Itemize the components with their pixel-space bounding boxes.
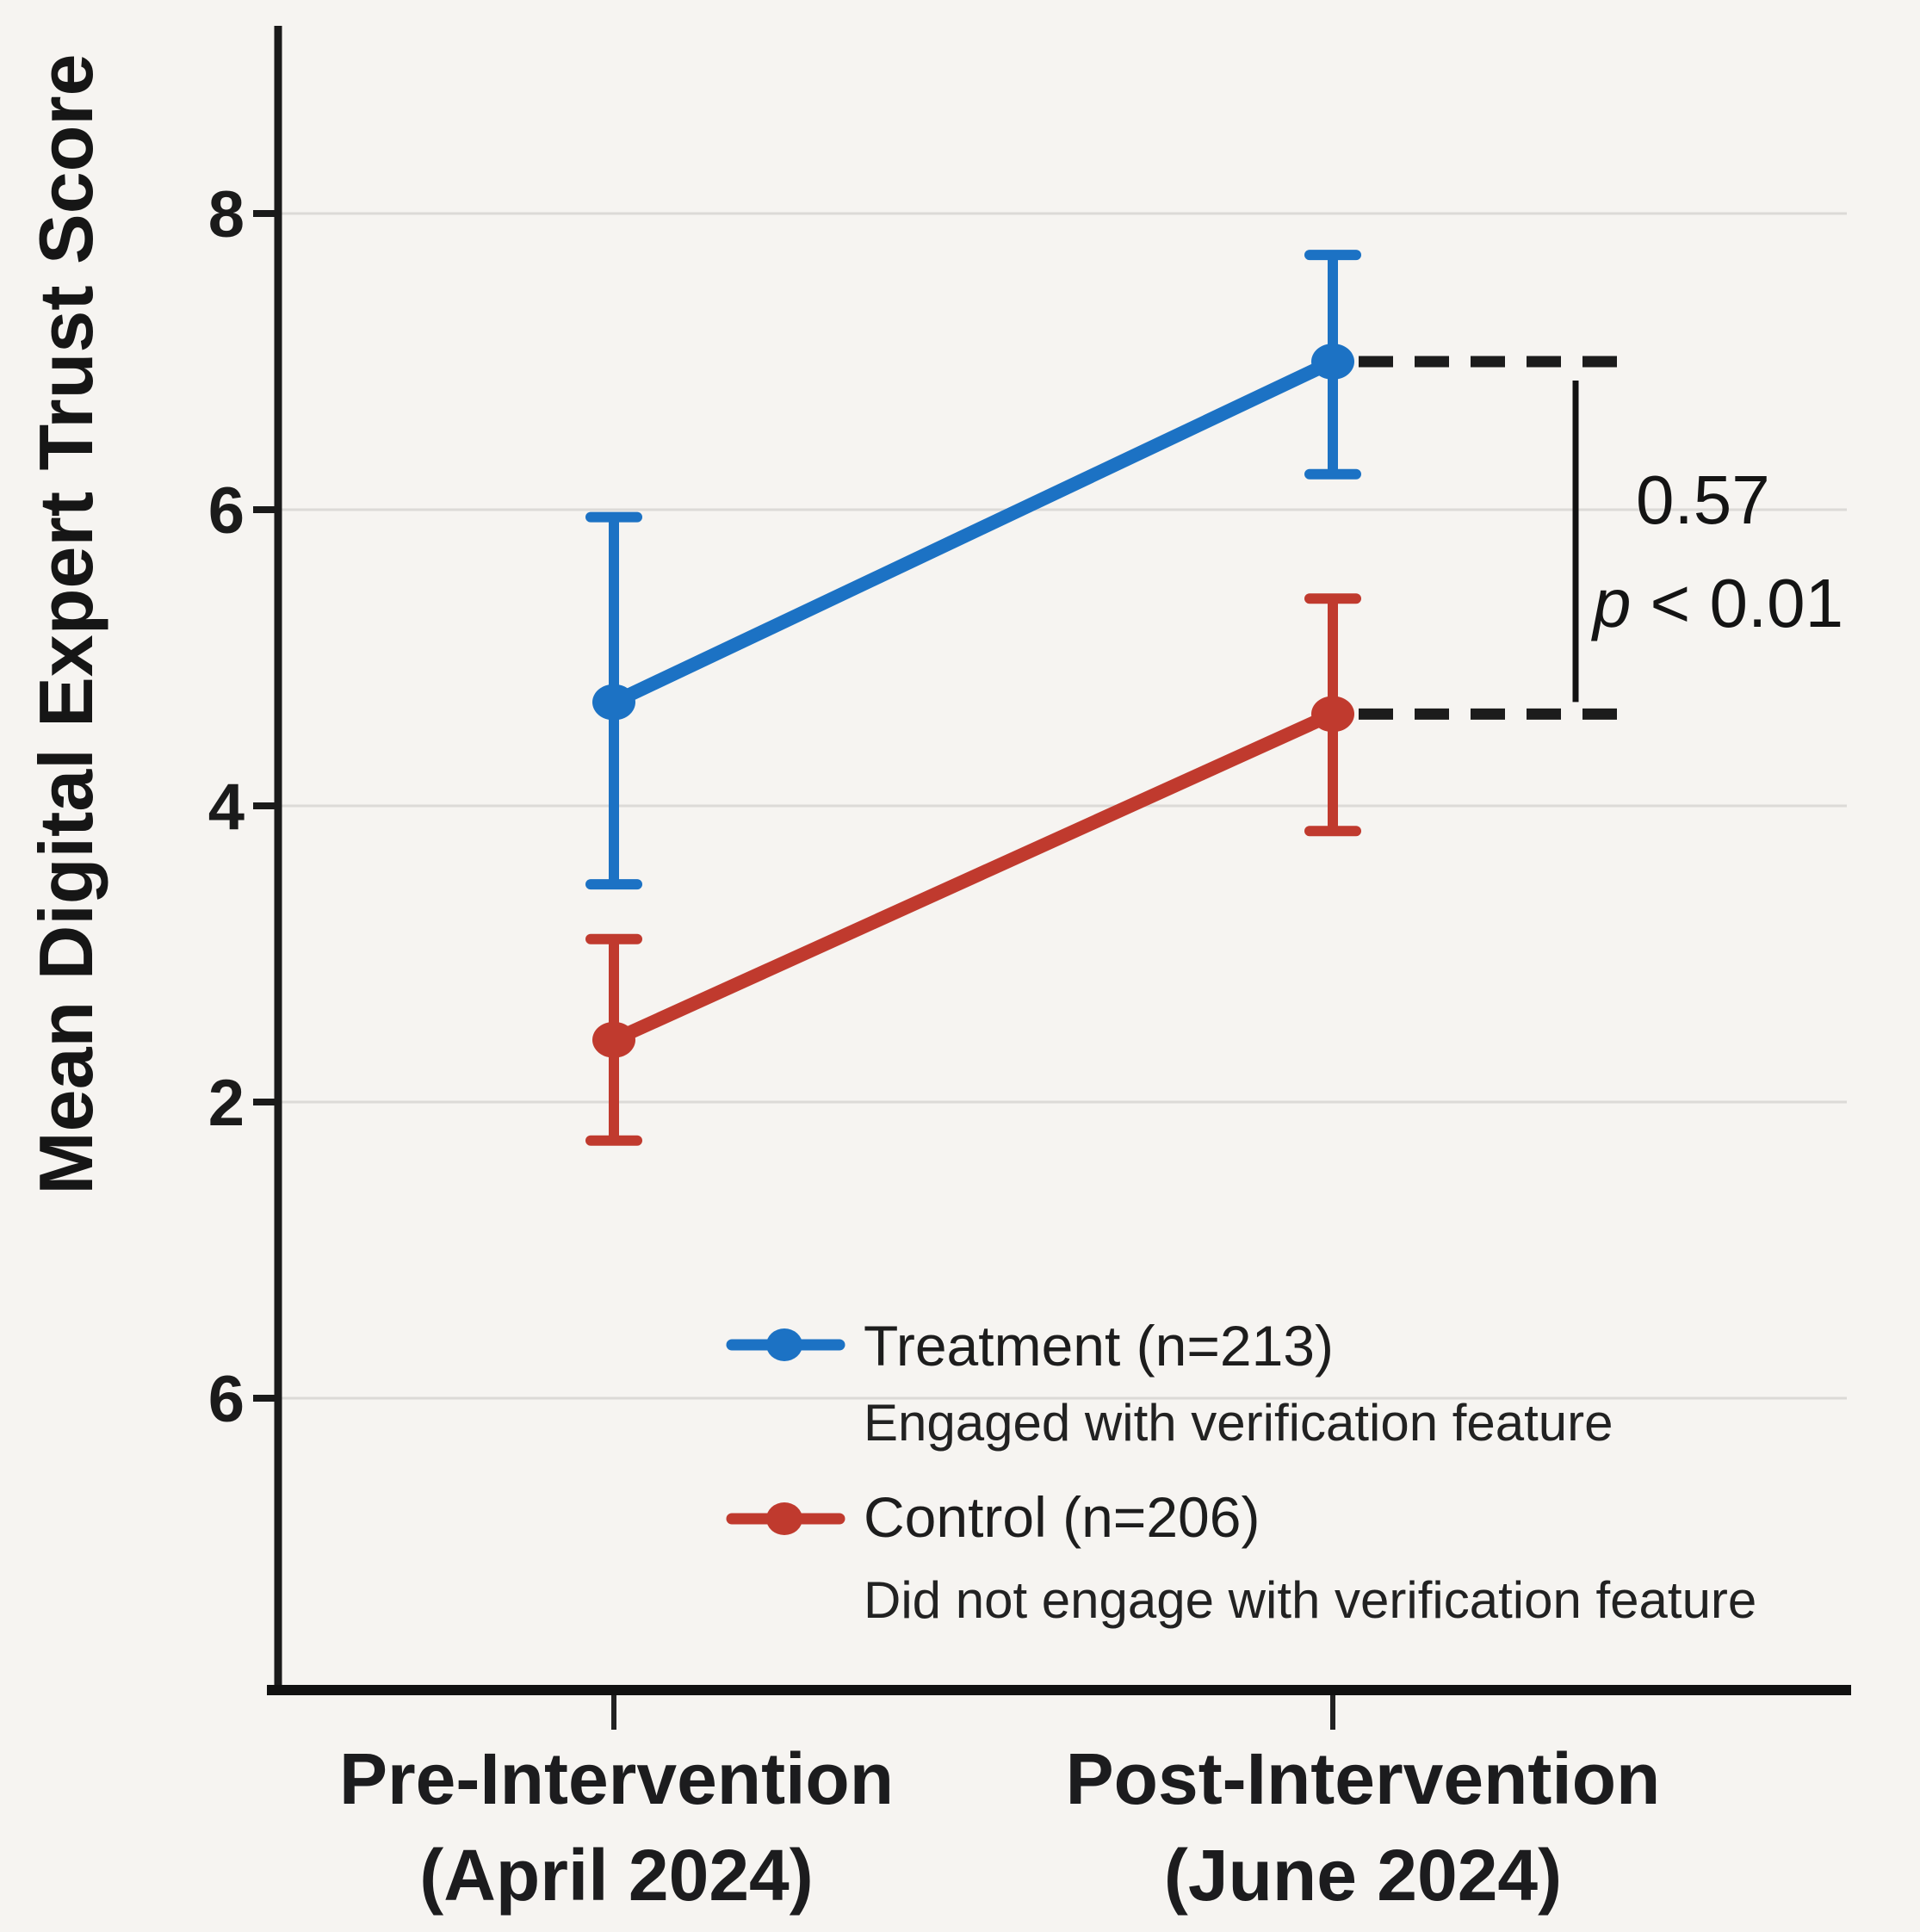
legend-series-description: Engaged with verification feature xyxy=(864,1394,1613,1452)
p-value-label: p < 0.01 xyxy=(1591,565,1843,641)
x-category-label-line2: (June 2024) xyxy=(1164,1835,1562,1916)
legend-series-name: Control (n=206) xyxy=(864,1485,1260,1549)
data-point xyxy=(592,684,635,721)
y-tick-label: 4 xyxy=(208,771,245,844)
data-point xyxy=(1311,344,1354,380)
annotation-group: 0.57p < 0.01 xyxy=(1359,356,1843,720)
p-value-number: < 0.01 xyxy=(1651,565,1844,641)
y-tick-label: 2 xyxy=(208,1067,245,1140)
data-point xyxy=(592,1021,635,1058)
series-treatment xyxy=(585,250,1361,890)
p-value-symbol: p xyxy=(1591,565,1632,641)
gridlines-group xyxy=(281,212,1847,1400)
difference-value-label: 0.57 xyxy=(1636,461,1770,538)
y-tick-label: 8 xyxy=(208,178,245,251)
series-control xyxy=(585,593,1361,1146)
series-line xyxy=(610,708,1336,1047)
legend-marker-dot xyxy=(766,1328,802,1361)
data-point xyxy=(1311,696,1354,733)
x-category-label-line2: (April 2024) xyxy=(419,1835,814,1916)
legend-item: Control (n=206) Did not engage with verif… xyxy=(726,1485,1756,1629)
legend: Treatment (n=213) Engaged with verificati… xyxy=(726,1314,1756,1629)
x-category-label-line1: Post-Intervention xyxy=(1066,1738,1661,1819)
legend-marker-dot xyxy=(766,1502,802,1535)
x-axis-group: Pre-Intervention (April 2024) Post-Interve… xyxy=(339,1695,1660,1916)
series-line xyxy=(610,355,1336,709)
y-axis-group: 8 6 4 2 6 xyxy=(208,178,278,1436)
y-axis-title: Mean Digital Expert Trust Score xyxy=(23,53,108,1194)
y-tick-label: 6 xyxy=(208,1363,245,1436)
legend-item: Treatment (n=213) Engaged with verificati… xyxy=(726,1314,1613,1452)
legend-series-description: Did not engage with verification feature xyxy=(864,1571,1756,1629)
x-category-label-line1: Pre-Intervention xyxy=(339,1738,894,1819)
legend-series-name: Treatment (n=213) xyxy=(864,1314,1334,1378)
y-tick-label: 6 xyxy=(208,474,245,548)
